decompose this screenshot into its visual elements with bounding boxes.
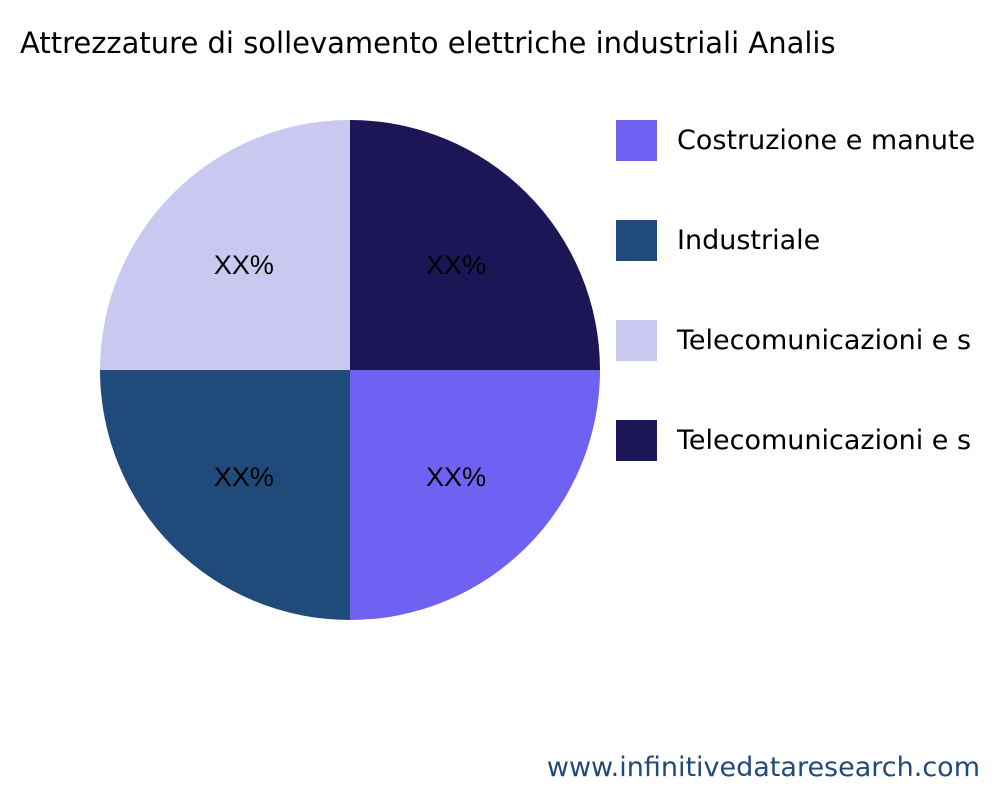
legend-label: Industriale xyxy=(677,224,821,256)
watermark: www.infinitivedataresearch.com xyxy=(546,752,980,783)
legend-label: Telecomunicazioni e s xyxy=(677,324,972,356)
legend-swatch xyxy=(616,419,657,461)
legend-item[interactable]: Industriale xyxy=(616,219,820,261)
slice-label: XX% xyxy=(426,462,486,492)
legend-label: Telecomunicazioni e s xyxy=(677,424,972,456)
slice-label: XX% xyxy=(214,250,274,280)
chart-title: Attrezzature di sollevamento elettriche … xyxy=(20,26,836,60)
pie-slice xyxy=(350,120,600,370)
slice-label: XX% xyxy=(214,462,274,492)
legend-swatch xyxy=(616,219,657,261)
pie-slice xyxy=(100,370,350,620)
pie-slice xyxy=(100,120,350,370)
legend-item[interactable]: Telecomunicazioni e s xyxy=(616,319,971,361)
legend-label: Costruzione e manute xyxy=(677,124,976,156)
legend-swatch xyxy=(616,119,657,161)
legend-item[interactable]: Telecomunicazioni e s xyxy=(616,419,971,461)
slice-label: XX% xyxy=(426,250,486,280)
legend-item[interactable]: Costruzione e manute xyxy=(616,119,975,161)
pie-slice xyxy=(350,370,600,620)
legend-swatch xyxy=(616,319,657,361)
